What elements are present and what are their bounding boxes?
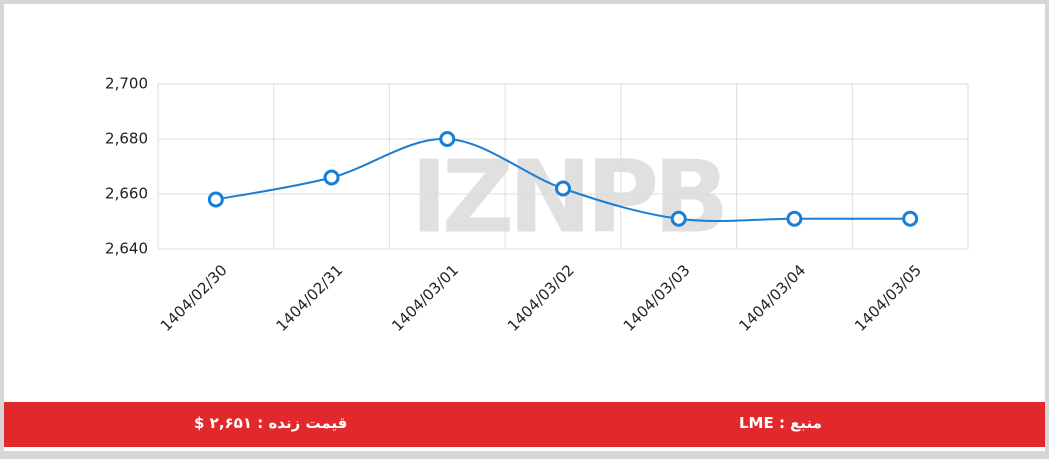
point	[670, 210, 687, 227]
x-tick-label: 1404/02/31	[273, 261, 347, 335]
watermark: IZNPB	[411, 138, 724, 255]
point	[555, 180, 571, 197]
point	[439, 131, 456, 147]
point	[323, 169, 340, 186]
x-tick-label: 1404/03/05	[851, 261, 925, 335]
x-tick-label: 1404/03/02	[504, 261, 578, 335]
footer-bar: قیمت زنده : ۲,۶۵۱ $ منبع : LME	[4, 402, 1045, 447]
x-tick-label: 1404/02/30	[157, 261, 231, 335]
x-tick-label: 1404/03/04	[735, 261, 809, 335]
source: منبع : LME	[739, 414, 822, 432]
y-tick-label: 2,700	[105, 75, 148, 93]
point	[786, 210, 803, 227]
point	[207, 191, 224, 208]
y-tick-label: 2,640	[105, 240, 148, 258]
point	[902, 210, 919, 227]
live-price: قیمت زنده : ۲,۶۵۱ $	[194, 414, 348, 432]
x-tick-label: 1404/03/01	[388, 261, 462, 335]
y-tick-label: 2,680	[105, 130, 148, 148]
chart: IZNPB 2,640 2,660 2,680 2,700 1404/02/30 1404/…	[105, 75, 969, 335]
y-tick-label: 2,660	[105, 185, 148, 203]
x-tick-label: 1404/03/03	[620, 261, 694, 335]
